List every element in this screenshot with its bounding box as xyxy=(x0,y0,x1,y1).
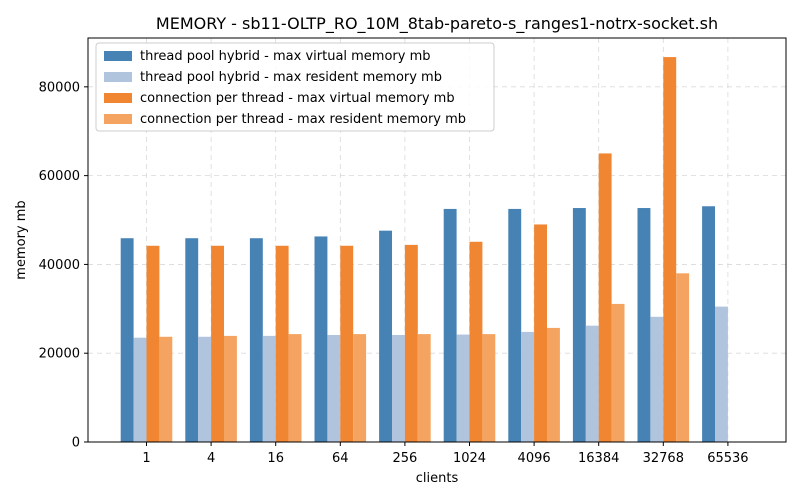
bar-series-4 xyxy=(417,334,431,442)
legend-swatch xyxy=(104,51,132,61)
legend-label: connection per thread - max resident mem… xyxy=(140,112,466,127)
bar-series-2 xyxy=(521,331,535,442)
bar-series-2 xyxy=(262,335,276,442)
y-tick-label: 20000 xyxy=(39,347,80,362)
bar-series-2 xyxy=(198,336,212,442)
bar-series-2 xyxy=(715,306,728,442)
chart-title: MEMORY - sb11-OLTP_RO_10M_8tab-pareto-s_… xyxy=(156,14,718,34)
bar-series-3 xyxy=(469,241,483,442)
bar-series-4 xyxy=(224,335,237,442)
bar-series-4 xyxy=(482,334,496,442)
bar-series-2 xyxy=(392,335,405,442)
legend-label: thread pool hybrid - max virtual memory … xyxy=(140,49,431,64)
legend-swatch xyxy=(104,114,132,124)
bar-series-3 xyxy=(146,245,160,442)
bar-series-1 xyxy=(637,208,651,442)
bar-series-4 xyxy=(159,336,173,442)
bar-series-1 xyxy=(314,236,328,442)
bar-series-1 xyxy=(249,238,263,442)
x-tick-label: 32768 xyxy=(643,451,684,466)
x-tick-label: 256 xyxy=(392,451,417,466)
bar-series-2 xyxy=(327,335,341,442)
y-tick-label: 60000 xyxy=(39,169,80,184)
bar-layer xyxy=(120,57,728,442)
x-tick-label: 4 xyxy=(207,451,215,466)
legend-box xyxy=(95,42,495,132)
bar-series-4 xyxy=(288,334,302,442)
plot-frame xyxy=(87,37,787,443)
bar-series-1 xyxy=(120,238,134,442)
x-tick-label: 16384 xyxy=(578,451,619,466)
bar-series-2 xyxy=(133,337,147,442)
x-tick-label: 64 xyxy=(332,451,349,466)
bar-series-3 xyxy=(663,57,677,442)
y-tick-label: 40000 xyxy=(39,258,80,273)
bar-series-4 xyxy=(353,334,367,442)
bar-series-1 xyxy=(379,230,392,442)
bar-series-1 xyxy=(443,208,457,442)
bar-series-4 xyxy=(547,327,560,442)
bar-series-3 xyxy=(598,153,612,442)
bar-series-2 xyxy=(650,316,664,442)
bar-series-3 xyxy=(211,245,224,442)
legend-label: connection per thread - max virtual memo… xyxy=(140,91,455,106)
bar-series-2 xyxy=(456,334,470,442)
bar-series-1 xyxy=(572,208,586,442)
legend-swatch xyxy=(104,72,132,82)
axis-layer: 0 20000 40000 60000 80000 1 4 16 64 256 1024 4096 16… xyxy=(39,80,749,466)
legend-label: thread pool hybrid - max resident memory… xyxy=(140,70,442,85)
x-tick-label: 16 xyxy=(267,451,284,466)
y-tick-label: 0 xyxy=(72,436,80,451)
bar-series-4 xyxy=(611,303,625,442)
legend: thread pool hybrid - max virtual memory … xyxy=(95,42,495,132)
bar-series-1 xyxy=(185,238,199,442)
y-tick-label: 80000 xyxy=(39,80,80,95)
x-tick-label: 4096 xyxy=(518,451,551,466)
bar-series-3 xyxy=(340,245,354,442)
bar-series-2 xyxy=(585,325,599,442)
x-tick-label: 1 xyxy=(142,451,150,466)
bar-series-4 xyxy=(676,273,690,442)
bar-series-1 xyxy=(702,206,715,442)
x-tick-label: 65536 xyxy=(707,451,748,466)
y-axis-title: memory mb xyxy=(14,200,29,279)
bar-series-1 xyxy=(508,208,522,442)
bar-series-3 xyxy=(404,244,418,442)
bar-series-3 xyxy=(275,245,289,442)
bar-series-3 xyxy=(534,224,547,442)
x-tick-label: 1024 xyxy=(453,451,486,466)
legend-swatch xyxy=(104,93,132,103)
x-axis-title: clients xyxy=(416,471,459,486)
